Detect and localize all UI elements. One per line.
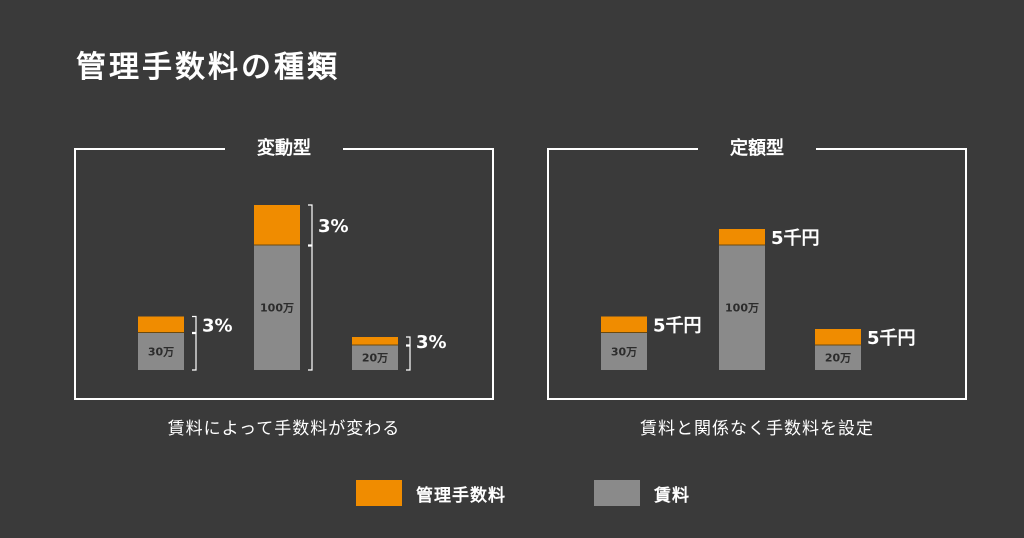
rent-bar-2 [815, 345, 861, 370]
rent-bar-1 [254, 245, 300, 370]
rent-bracket-2 [406, 345, 411, 371]
rent-label-0: 30万 [148, 345, 174, 358]
fee-bar-2 [815, 329, 861, 345]
fee-label-0: 3% [202, 316, 233, 337]
rent-label-2: 20万 [362, 352, 388, 365]
variable-fee-chart: 30万 3% 100万 3% 20万 3% [138, 204, 447, 371]
fixed-fee-panel-title: 定額型 [698, 137, 816, 161]
rent-bar-2 [352, 345, 398, 370]
variable-fee-panel: 変動型 30万 3% 100万 3% 20万 3% [74, 137, 494, 400]
fee-bar-1 [254, 205, 300, 245]
rent-bracket-1 [308, 245, 313, 371]
fee-label-2: 3% [416, 332, 447, 353]
fee-bar-1 [719, 229, 765, 245]
variable-fee-panel-title: 変動型 [225, 137, 343, 161]
fixed-fee-chart: 30万 5千円 100万 5千円 20万 5千円 [601, 228, 916, 370]
rent-label-1: 100万 [260, 302, 294, 315]
rent-label-1: 100万 [725, 302, 759, 315]
legend-item-fee: 管理手数料 [356, 478, 506, 508]
fee-label-1: 3% [318, 216, 349, 237]
rent-bar-0 [138, 332, 184, 370]
fixed-fee-caption: 賃料と関係なく手数料を設定 [640, 419, 874, 439]
legend-label-fee: 管理手数料 [416, 485, 506, 506]
rent-label-0: 30万 [611, 345, 637, 358]
rent-bar-1 [719, 245, 765, 370]
fee-bar-2 [352, 337, 398, 345]
variable-fee-caption: 賃料によって手数料が変わる [167, 419, 401, 439]
legend: 管理手数料 賃料 [0, 478, 1024, 508]
rent-label-2: 20万 [825, 352, 851, 365]
fee-label-2: 5千円 [867, 328, 916, 349]
fee-bracket-0 [192, 315, 197, 334]
fee-label-1: 5千円 [771, 228, 820, 249]
legend-item-rent: 賃料 [594, 478, 690, 508]
legend-label-rent: 賃料 [654, 485, 690, 506]
page-title: 管理手数料の種類 [76, 50, 340, 85]
fee-label-0: 5千円 [653, 316, 702, 337]
rent-bar-0 [601, 332, 647, 370]
fee-bracket-2 [406, 336, 411, 346]
fixed-fee-panel: 定額型 30万 5千円 100万 5千円 20万 5千円 [547, 137, 967, 400]
fee-bar-0 [601, 316, 647, 333]
legend-swatch-rent [594, 480, 640, 506]
fee-bracket-1 [308, 204, 313, 246]
legend-swatch-fee [356, 480, 402, 506]
rent-bracket-0 [192, 332, 197, 371]
fee-bar-0 [138, 316, 184, 333]
